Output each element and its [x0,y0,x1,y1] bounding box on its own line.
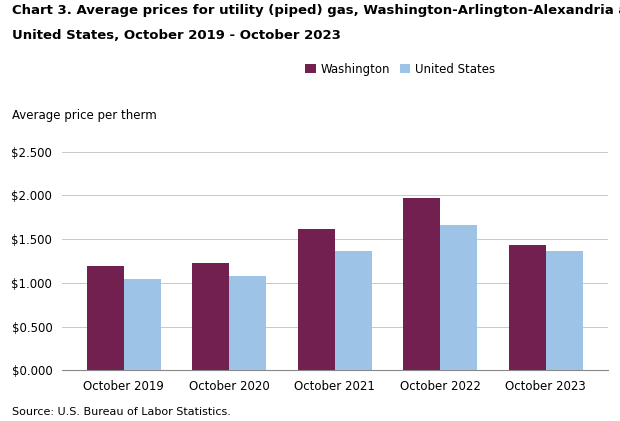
Bar [335,251,372,370]
Text: Source: U.S. Bureau of Labor Statistics.: Source: U.S. Bureau of Labor Statistics. [12,407,231,417]
Bar [192,263,229,370]
Legend: Washington, United States: Washington, United States [306,63,495,76]
Text: United States, October 2019 - October 2023: United States, October 2019 - October 20… [12,29,341,43]
Bar [546,250,583,370]
Bar [87,266,124,370]
Bar [298,229,335,370]
Bar [440,225,477,370]
Bar [509,245,546,370]
Bar [404,198,440,370]
Bar [124,279,161,370]
Bar [229,276,266,370]
Text: Chart 3. Average prices for utility (piped) gas, Washington-Arlington-Alexandria: Chart 3. Average prices for utility (pip… [12,4,620,17]
Text: Average price per therm: Average price per therm [12,109,157,123]
